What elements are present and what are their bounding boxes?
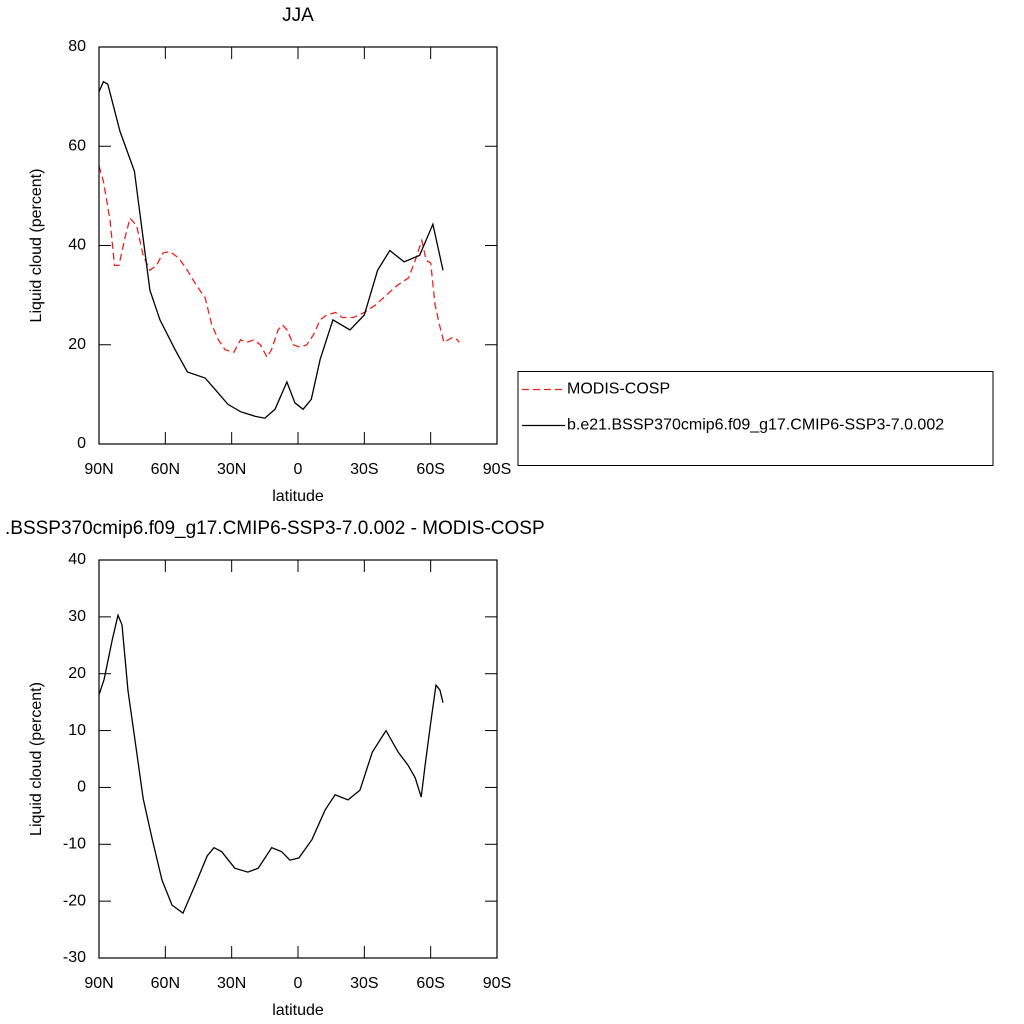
y-tick-label: -10 — [63, 836, 86, 853]
x-tick-label: 0 — [294, 975, 303, 992]
y-tick-label: 30 — [68, 608, 86, 625]
chart-title: .BSSP370cmip6.f09_g17.CMIP6-SSP3-7.0.002… — [5, 518, 545, 539]
chart-title: JJA — [282, 5, 314, 26]
x-tick-label: 0 — [294, 461, 303, 478]
x-tick-label: 30N — [217, 461, 246, 478]
legend-label: b.e21.BSSP370cmip6.f09_g17.CMIP6-SSP3-7.… — [567, 417, 944, 434]
y-tick-label: 20 — [68, 665, 86, 682]
data-line — [98, 165, 460, 359]
y-tick-label: 0 — [77, 779, 86, 796]
legend-label: MODIS-COSP — [567, 381, 670, 398]
plot-frame — [98, 46, 498, 445]
y-tick-label: 20 — [68, 336, 86, 353]
y-tick-label: 60 — [68, 137, 86, 154]
y-axis-label: Liquid cloud (percent) — [28, 169, 45, 323]
x-tick-label: 30S — [350, 975, 378, 992]
x-tick-label: 90N — [84, 975, 113, 992]
x-tick-label: 90N — [84, 461, 113, 478]
data-line — [98, 613, 444, 915]
x-tick-label: 60N — [151, 975, 180, 992]
data-line — [98, 80, 444, 419]
x-tick-label: 30N — [217, 975, 246, 992]
y-tick-label: -20 — [63, 892, 86, 909]
y-tick-label: 0 — [77, 435, 86, 452]
x-tick-label: 60N — [151, 461, 180, 478]
x-tick-label: 30S — [350, 461, 378, 478]
plot-frame — [98, 559, 498, 959]
x-axis-label: latitude — [272, 1002, 324, 1019]
legend-box — [517, 371, 994, 466]
y-tick-label: -30 — [63, 949, 86, 966]
y-tick-label: 40 — [68, 551, 86, 568]
y-tick-label: 40 — [68, 237, 86, 254]
y-axis-label: Liquid cloud (percent) — [28, 682, 45, 836]
x-tick-label: 60S — [416, 975, 444, 992]
x-tick-label: 60S — [416, 461, 444, 478]
y-tick-label: 80 — [68, 38, 86, 55]
x-tick-label: 90S — [483, 975, 511, 992]
x-tick-label: 90S — [483, 461, 511, 478]
x-axis-label: latitude — [272, 488, 324, 505]
y-tick-label: 10 — [68, 722, 86, 739]
